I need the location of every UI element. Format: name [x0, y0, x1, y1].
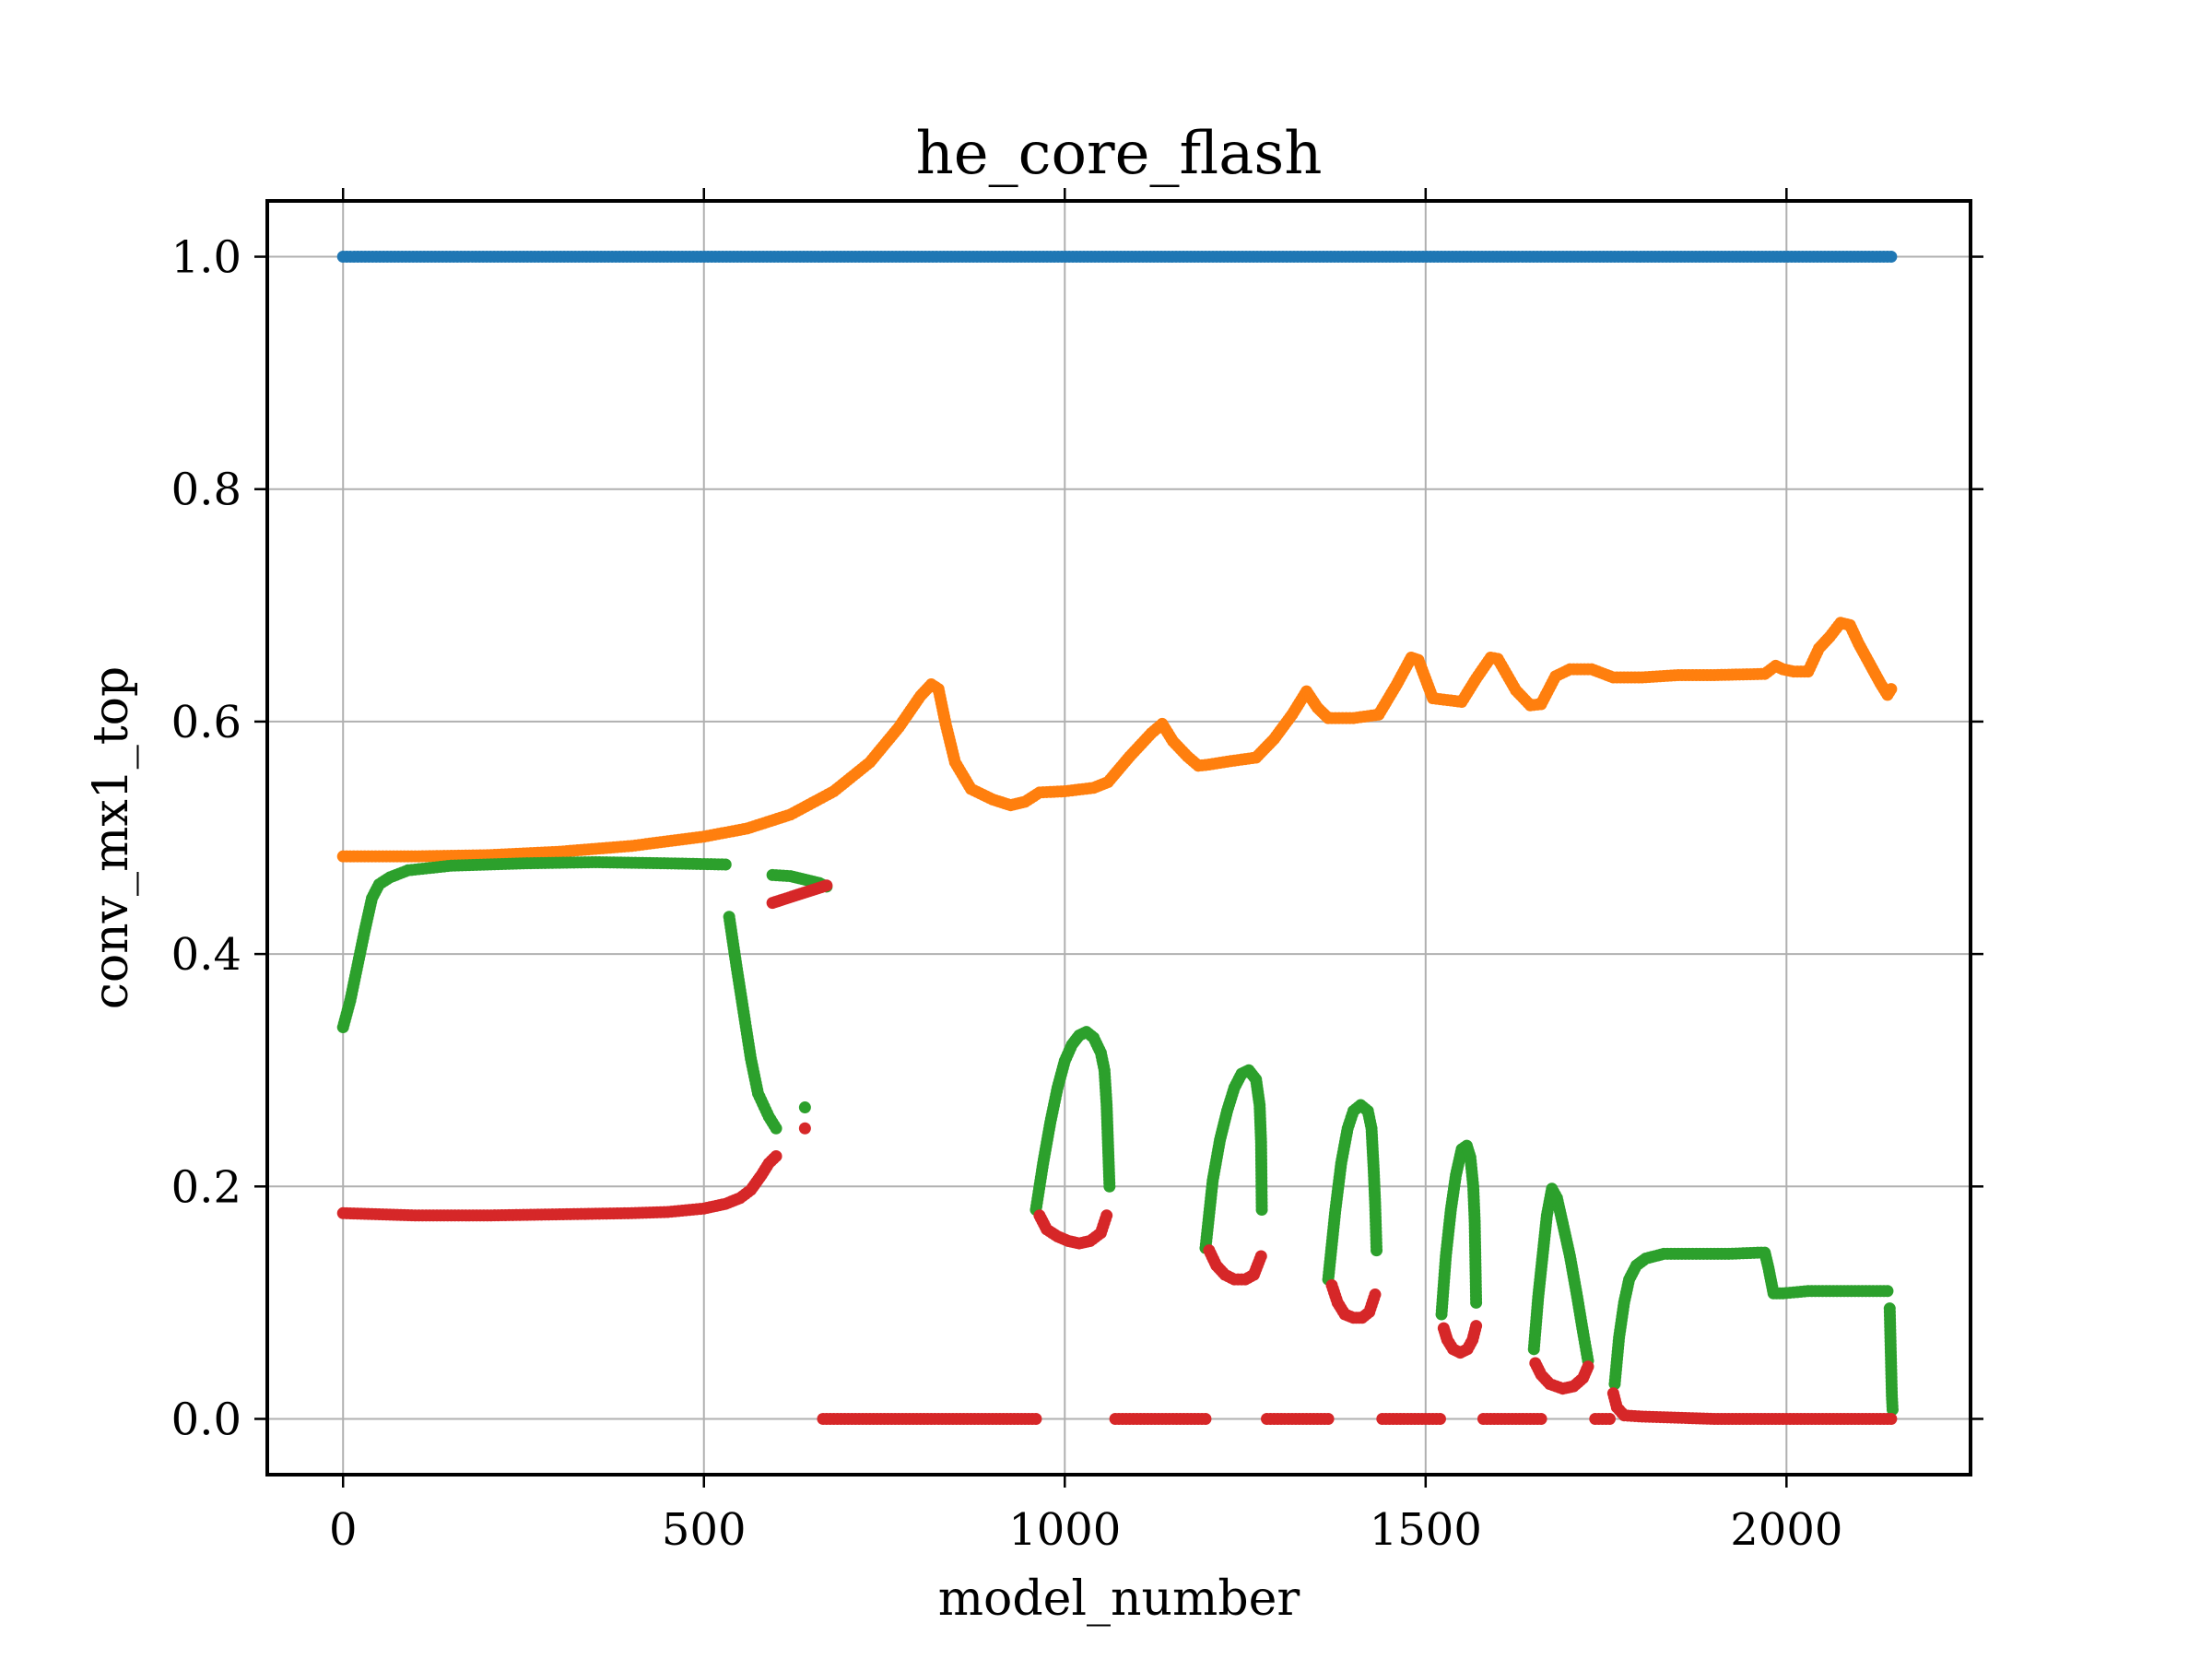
data-point: [1885, 251, 1898, 264]
series-3-segment: [1325, 1278, 1382, 1324]
series-2-segment: [723, 911, 782, 1135]
data-point: [1254, 1250, 1267, 1263]
data-point: [1582, 1360, 1594, 1373]
y-tick-label: 0.0: [171, 1394, 241, 1445]
data-point: [1103, 1180, 1116, 1193]
plot-data: [336, 251, 1899, 1425]
series-3-segment: [798, 1122, 811, 1135]
series-0: [336, 251, 1898, 264]
data-point: [1369, 1288, 1382, 1301]
series-3-segment: [1203, 1244, 1267, 1286]
series-3-segment: [1477, 1412, 1547, 1425]
data-point: [798, 1101, 811, 1114]
y-tick-label: 0.4: [171, 929, 241, 981]
data-point: [1322, 1412, 1335, 1425]
y-tick-label: 1.0: [171, 232, 241, 284]
x-tick-label: 1500: [1370, 1504, 1482, 1556]
series-3-segment: [336, 1150, 782, 1222]
y-axis-label: conv_mx1_top: [84, 666, 139, 1010]
data-point: [719, 858, 732, 871]
data-point: [1255, 1204, 1268, 1217]
data-point: [770, 1150, 782, 1162]
data-point: [1433, 1412, 1446, 1425]
y-tick-label: 0.6: [171, 697, 241, 748]
series-2-segment: [1199, 1064, 1268, 1254]
series-1-segment: [336, 617, 1898, 863]
data-point: [1535, 1412, 1547, 1425]
series-2-segment: [1435, 1139, 1483, 1321]
y-tick-label: 0.8: [171, 465, 241, 516]
plot-frame: [265, 199, 1972, 1477]
series-2-segment: [1608, 1246, 1894, 1391]
series-3-segment: [817, 1412, 1042, 1425]
data-point: [1199, 1412, 1212, 1425]
series-3-segment: [1376, 1412, 1446, 1425]
x-tick-label: 500: [662, 1504, 747, 1556]
ticks: 0 500 1000 1500 2000 0.0 0.2 0.4 0.6 0.8 1.0: [171, 188, 1983, 1556]
data-point: [1371, 1244, 1383, 1257]
series-3-segment: [1437, 1320, 1483, 1359]
data-point: [1885, 683, 1898, 696]
series-3-segment: [766, 879, 833, 910]
y-tick-label: 0.2: [171, 1161, 241, 1213]
series-3-segment: [1589, 1412, 1616, 1425]
x-tick-label: 1000: [1008, 1504, 1121, 1556]
x-tick-label: 2000: [1730, 1504, 1842, 1556]
data-point: [1885, 1412, 1898, 1425]
series-1: [336, 617, 1898, 863]
series-2-segment: [1883, 1302, 1899, 1416]
data-point: [770, 1122, 782, 1135]
data-point: [1603, 1412, 1616, 1425]
series-3-segment: [1606, 1387, 1898, 1425]
series-2-segment: [1030, 1026, 1116, 1217]
data-point: [820, 879, 833, 892]
data-point: [1470, 1296, 1483, 1309]
series-3-segment: [1261, 1412, 1335, 1425]
chart-title: he_core_flash: [916, 120, 1323, 188]
series-2-segment: [336, 855, 732, 1034]
series-3: [336, 879, 1898, 1425]
series-2-segment: [798, 1101, 811, 1114]
series-3-segment: [1033, 1209, 1113, 1250]
data-point: [798, 1122, 811, 1135]
data-point: [1470, 1320, 1483, 1333]
series-0-segment: [336, 251, 1898, 264]
data-point: [1881, 1285, 1894, 1298]
series-2: [336, 855, 1899, 1416]
x-tick-label: 0: [329, 1504, 358, 1556]
data-point: [1030, 1412, 1042, 1425]
data-point: [1100, 1209, 1113, 1222]
series-3-segment: [1109, 1412, 1212, 1425]
series-3-segment: [1529, 1357, 1594, 1395]
data-point: [1886, 1403, 1899, 1416]
series-2-segment: [1322, 1099, 1383, 1286]
series-2-segment: [1527, 1182, 1594, 1367]
x-axis-label: model_number: [938, 1571, 1300, 1627]
